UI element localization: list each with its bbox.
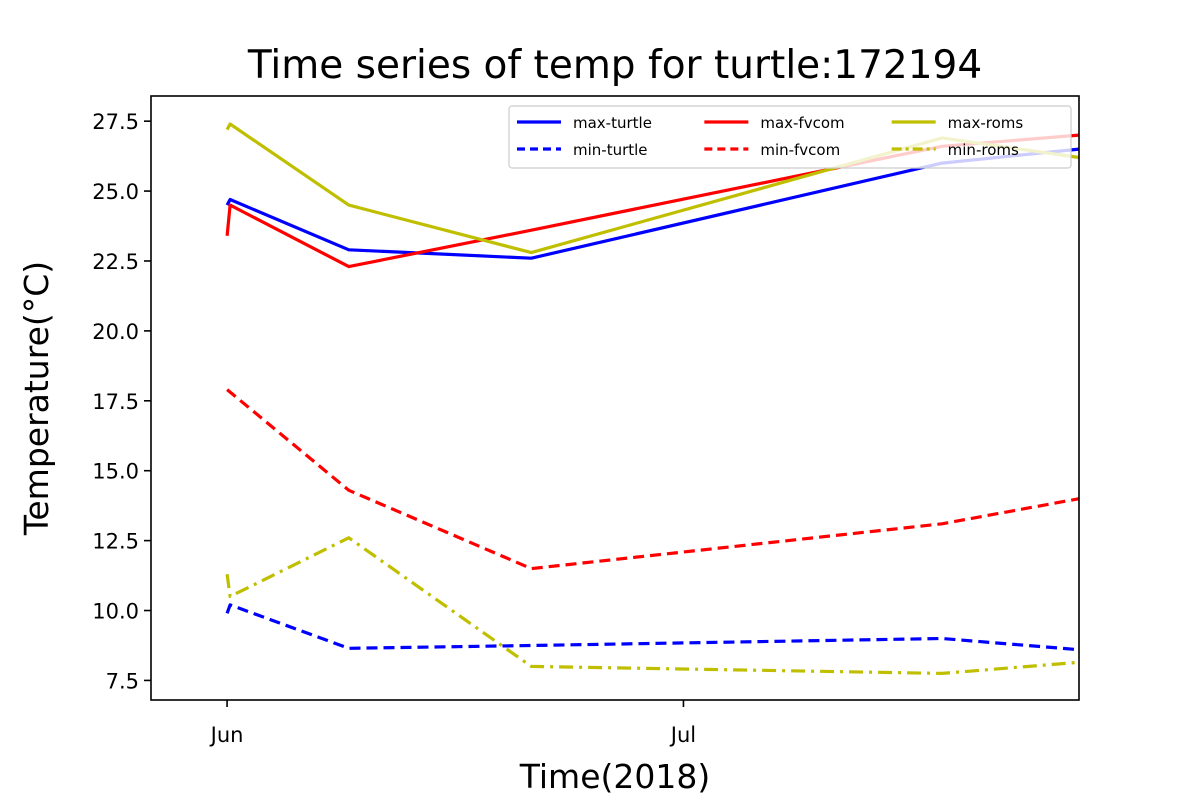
legend: max-turtle min-turtle max-fvcom min-fvcom ma… <box>508 105 1072 169</box>
plot-frame <box>150 95 1080 701</box>
x-axis: Jun Jul <box>209 700 696 747</box>
legend-label-max-fvcom: max-fvcom <box>760 114 844 132</box>
y-tick-label: 20.0 <box>92 320 139 344</box>
plot-marks <box>225 122 1080 676</box>
y-tick-label: 17.5 <box>92 390 139 414</box>
series-line-min-fvcom <box>226 388 1080 571</box>
y-axis: 7.5 10.0 12.5 15.0 17.5 20.0 22.5 25.0 27.5 <box>92 110 151 693</box>
legend-label-max-roms: max-roms <box>948 114 1024 132</box>
y-tick-label: 15.0 <box>92 460 139 484</box>
y-tick-label: 22.5 <box>92 250 139 274</box>
legend-label-min-roms: min-roms <box>948 141 1019 159</box>
y-tick-label: 7.5 <box>106 669 139 693</box>
legend-label-max-turtle: max-turtle <box>573 114 652 132</box>
y-tick-label: 12.5 <box>92 530 139 554</box>
y-axis-label: Temperature(°C) <box>17 261 56 536</box>
y-tick-label: 25.0 <box>92 180 139 204</box>
legend-label-min-turtle: min-turtle <box>573 141 648 159</box>
y-tick-label: 27.5 <box>92 110 139 134</box>
x-tick-label: Jun <box>209 723 244 747</box>
series-line-min-turtle <box>225 603 1080 652</box>
y-tick-label: 10.0 <box>92 600 139 624</box>
series-line-min-roms <box>225 536 1080 676</box>
x-tick-label: Jul <box>669 723 696 747</box>
chart-title: Time series of temp for turtle:172194 <box>247 43 982 88</box>
legend-label-min-fvcom: min-fvcom <box>760 141 840 159</box>
x-axis-label: Time(2018) <box>519 757 711 796</box>
